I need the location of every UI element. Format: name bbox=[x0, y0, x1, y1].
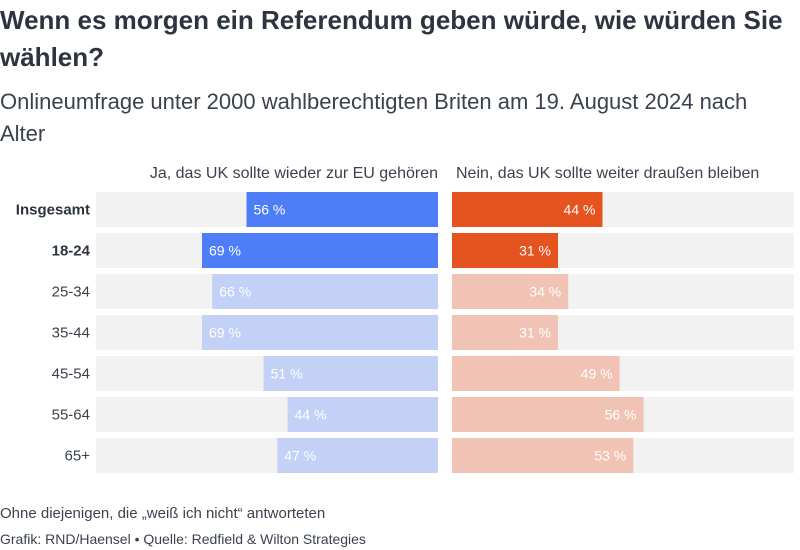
bar-no-insgesamt bbox=[452, 192, 603, 227]
bar-no-35-44 bbox=[452, 315, 559, 350]
bar-no-25-34 bbox=[452, 274, 569, 309]
category-label-35-44: 35-44 bbox=[52, 325, 90, 342]
source-credit: Grafik: RND/Haensel • Quelle: Redfield &… bbox=[0, 531, 366, 547]
value-yes-insgesamt: 56 % bbox=[253, 202, 285, 218]
category-label-18-24: 18-24 bbox=[52, 243, 91, 260]
bar-yes-45-54 bbox=[263, 356, 438, 391]
bar-no-65 bbox=[452, 438, 634, 473]
bar-no-45-54 bbox=[452, 356, 620, 391]
bar-yes-35-44 bbox=[202, 315, 438, 350]
category-label-45-54: 45-54 bbox=[52, 366, 90, 383]
value-no-55-64: 56 % bbox=[605, 407, 637, 423]
value-yes-18-24: 69 % bbox=[209, 243, 241, 259]
value-no-insgesamt: 44 % bbox=[564, 202, 596, 218]
value-no-25-34: 34 % bbox=[529, 284, 561, 300]
value-no-35-44: 31 % bbox=[519, 325, 551, 341]
category-label-insgesamt: Insgesamt bbox=[16, 202, 90, 219]
bar-yes-65 bbox=[277, 438, 438, 473]
value-yes-55-64: 44 % bbox=[295, 407, 327, 423]
legend-yes-header: Ja, das UK sollte wieder zur EU gehören bbox=[149, 165, 438, 182]
chart-title: Wenn es morgen ein Referendum geben würd… bbox=[0, 5, 783, 72]
bar-yes-18-24 bbox=[202, 233, 438, 268]
bar-no-55-64 bbox=[452, 397, 644, 432]
value-yes-25-34: 66 % bbox=[219, 284, 251, 300]
bar-yes-25-34 bbox=[212, 274, 438, 309]
bar-yes-55-64 bbox=[287, 397, 438, 432]
value-no-45-54: 49 % bbox=[581, 366, 613, 382]
bar-no-18-24 bbox=[452, 233, 559, 268]
value-no-65: 53 % bbox=[594, 448, 626, 464]
footnote: Ohne diejenigen, die „weiß ich nicht“ an… bbox=[0, 505, 326, 522]
bar-yes-insgesamt bbox=[246, 192, 438, 227]
category-label-25-34: 25-34 bbox=[52, 284, 90, 301]
category-label-65: 65+ bbox=[65, 448, 91, 465]
chart-subtitle: Onlineumfrage unter 2000 wahlberechtigte… bbox=[0, 89, 748, 146]
value-no-18-24: 31 % bbox=[519, 243, 551, 259]
legend-no-header: Nein, das UK sollte weiter draußen bleib… bbox=[456, 165, 760, 182]
category-label-55-64: 55-64 bbox=[52, 407, 90, 424]
value-yes-35-44: 69 % bbox=[209, 325, 241, 341]
value-yes-45-54: 51 % bbox=[271, 366, 303, 382]
value-yes-65: 47 % bbox=[284, 448, 316, 464]
